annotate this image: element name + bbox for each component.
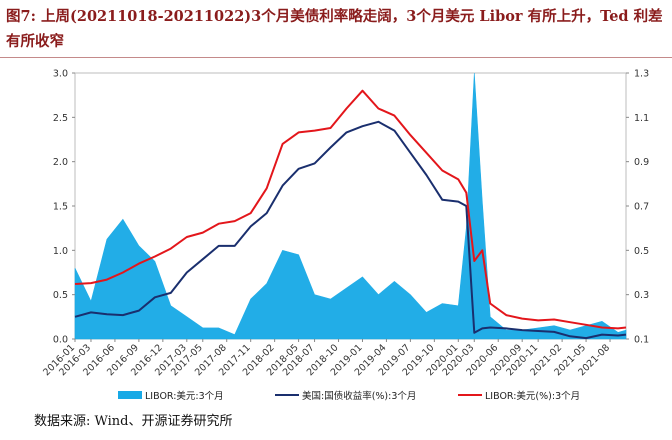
y-left-tick-label: 2.0: [53, 157, 68, 168]
y-right-tick-label: 0.3: [634, 290, 649, 301]
chart-title: 图7: 上周(20211018-20211022)3个月美债利率略走阔，3个月美…: [6, 8, 663, 50]
y-right-tick-label: 1.1: [634, 113, 649, 124]
data-source: 数据来源: Wind、开源证券研究所: [34, 414, 233, 429]
y-left-tick-label: 1.0: [53, 246, 68, 257]
title-divider: [0, 57, 672, 58]
y-right-tick-label: 0.1: [634, 335, 649, 346]
y-right-tick-label: 1.3: [634, 69, 649, 80]
libor-usd-3m-area-series: [74, 72, 627, 340]
y-left-tick-label: 1.5: [53, 202, 68, 213]
y-right-tick-label: 0.5: [634, 246, 649, 257]
y-left-tick-label: 3.0: [53, 69, 68, 80]
y-left-tick-label: 2.5: [53, 113, 68, 124]
legend-item-libor-area-swatch: [118, 391, 142, 399]
libor-usd-3m-pct-line-series: [74, 89, 627, 330]
legend-item-libor-line-label: LIBOR:美元(%):3个月: [485, 390, 580, 402]
us-treasury-3m-line-series: [74, 120, 627, 340]
y-left-tick-label: 0.0: [53, 335, 68, 346]
y-right-tick-label: 0.7: [634, 202, 649, 213]
legend-item-libor-area-label: LIBOR:美元:3个月: [145, 390, 224, 402]
y-left-tick-label: 0.5: [53, 290, 68, 301]
legend-item-treasury-line-label: 美国:国债收益率(%):3个月: [302, 390, 416, 402]
y-right-tick-label: 0.9: [634, 157, 649, 168]
